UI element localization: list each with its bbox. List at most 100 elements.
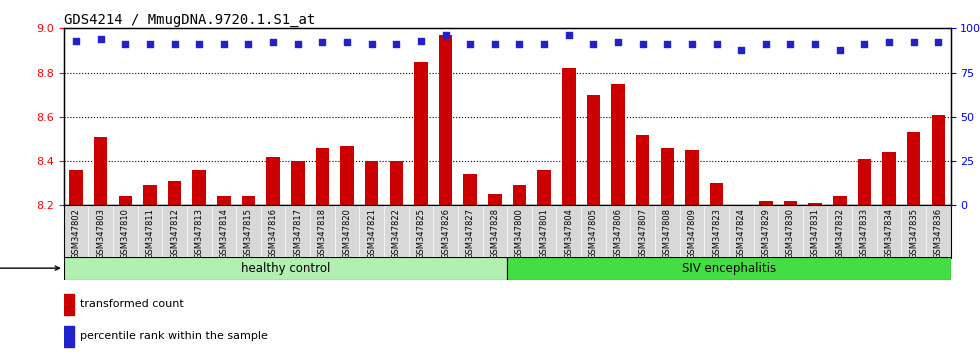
Point [684, 41, 700, 47]
Point [315, 40, 330, 45]
Bar [217, 196, 230, 205]
Bar [464, 174, 477, 205]
Text: GSM347817: GSM347817 [293, 208, 302, 259]
Point [191, 41, 207, 47]
Bar [612, 84, 625, 205]
Text: GSM347832: GSM347832 [835, 208, 844, 259]
Point [783, 41, 799, 47]
Bar [291, 161, 305, 205]
Bar [365, 161, 378, 205]
Point [930, 40, 946, 45]
Bar [537, 170, 551, 205]
Text: GSM347809: GSM347809 [687, 208, 697, 259]
Text: GSM347833: GSM347833 [859, 208, 869, 259]
Point [266, 40, 281, 45]
Text: GSM347818: GSM347818 [318, 208, 327, 259]
Bar [784, 201, 798, 205]
Text: GSM347802: GSM347802 [72, 208, 80, 259]
Text: GSM347829: GSM347829 [761, 208, 770, 259]
Point [906, 40, 921, 45]
Text: GSM347824: GSM347824 [737, 208, 746, 259]
Bar [734, 205, 748, 216]
FancyBboxPatch shape [64, 257, 508, 280]
Point [857, 41, 872, 47]
Text: GSM347813: GSM347813 [195, 208, 204, 259]
Bar [143, 185, 157, 205]
Text: GSM347807: GSM347807 [638, 208, 647, 259]
Text: GSM347803: GSM347803 [96, 208, 105, 259]
Text: GSM347822: GSM347822 [392, 208, 401, 259]
Point [611, 40, 626, 45]
Bar [70, 170, 82, 205]
Text: GSM347805: GSM347805 [589, 208, 598, 259]
Text: GSM347800: GSM347800 [514, 208, 524, 259]
Text: GSM347815: GSM347815 [244, 208, 253, 259]
Point [339, 40, 355, 45]
Point [438, 33, 454, 38]
Point [536, 41, 552, 47]
Point [93, 36, 109, 42]
Point [167, 41, 182, 47]
Bar [119, 196, 132, 205]
Bar [685, 150, 699, 205]
FancyBboxPatch shape [508, 257, 951, 280]
Point [216, 41, 231, 47]
Text: GSM347823: GSM347823 [712, 208, 721, 259]
Text: SIV encephalitis: SIV encephalitis [682, 262, 776, 275]
Point [69, 38, 84, 44]
Point [290, 41, 306, 47]
Bar [760, 201, 772, 205]
Text: GSM347820: GSM347820 [343, 208, 352, 259]
Text: GSM347821: GSM347821 [368, 208, 376, 259]
Point [561, 33, 576, 38]
Bar [340, 145, 354, 205]
Text: healthy control: healthy control [241, 262, 330, 275]
Text: transformed count: transformed count [79, 299, 183, 309]
Bar [858, 159, 871, 205]
Bar [267, 156, 280, 205]
Text: GSM347826: GSM347826 [441, 208, 450, 259]
Point [709, 41, 724, 47]
Point [463, 41, 478, 47]
Point [758, 41, 773, 47]
Point [881, 40, 897, 45]
Text: GSM347836: GSM347836 [934, 208, 943, 259]
Text: GSM347812: GSM347812 [171, 208, 179, 259]
Bar [316, 148, 329, 205]
Point [364, 41, 379, 47]
Text: disease state: disease state [0, 263, 60, 273]
Bar [242, 196, 255, 205]
Bar [833, 196, 847, 205]
Text: GSM347808: GSM347808 [662, 208, 671, 259]
Text: GSM347801: GSM347801 [540, 208, 549, 259]
Text: GSM347830: GSM347830 [786, 208, 795, 259]
Bar [488, 194, 502, 205]
Point [241, 41, 257, 47]
Bar [932, 115, 945, 205]
Point [388, 41, 404, 47]
Bar [415, 62, 427, 205]
Point [635, 41, 651, 47]
Bar [808, 203, 822, 205]
Text: GSM347828: GSM347828 [490, 208, 500, 259]
Point [487, 41, 503, 47]
Bar [168, 181, 181, 205]
Point [414, 38, 429, 44]
Point [832, 47, 848, 52]
Bar [389, 161, 403, 205]
Point [142, 41, 158, 47]
Point [585, 41, 601, 47]
Bar [192, 170, 206, 205]
Text: GSM347835: GSM347835 [909, 208, 918, 259]
Bar [439, 35, 453, 205]
Text: GSM347811: GSM347811 [145, 208, 155, 259]
Text: GSM347806: GSM347806 [613, 208, 622, 259]
Text: GSM347825: GSM347825 [416, 208, 425, 259]
Bar [64, 294, 74, 315]
Bar [882, 152, 896, 205]
Point [733, 47, 749, 52]
Text: percentile rank within the sample: percentile rank within the sample [79, 331, 268, 341]
Text: GSM347816: GSM347816 [269, 208, 277, 259]
Text: GSM347831: GSM347831 [810, 208, 819, 259]
Text: GSM347804: GSM347804 [564, 208, 573, 259]
